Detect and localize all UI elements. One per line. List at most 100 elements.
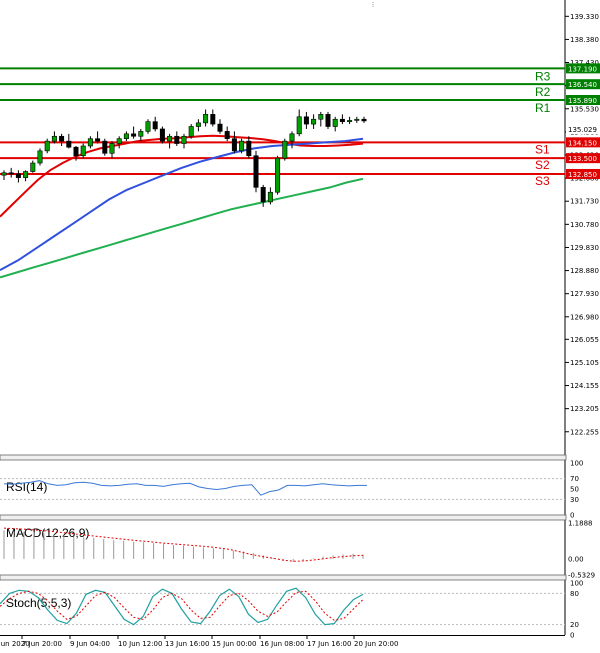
candle-bull — [138, 131, 144, 137]
panel-separator — [0, 454, 567, 461]
level-tag-r2 — [566, 79, 600, 90]
stoch-tick-label: 100 — [570, 580, 583, 588]
level-name-r1: R1 — [535, 101, 551, 115]
rsi-tick-label: 100 — [570, 460, 583, 468]
candle-bull — [239, 140, 245, 152]
candle — [282, 138, 288, 161]
candle — [188, 124, 194, 139]
level-tag-s3 — [566, 168, 600, 179]
candle — [102, 138, 108, 156]
candle-bull — [267, 191, 273, 203]
candle-bear — [95, 138, 101, 142]
candle-bull — [116, 138, 122, 144]
candle-bear — [152, 121, 158, 130]
ma-line-medium — [0, 137, 364, 271]
candle-bull — [30, 162, 36, 172]
candle-bull — [37, 150, 43, 164]
time-tick-label: 6 Jun 2020 — [0, 640, 30, 648]
candle — [354, 116, 360, 123]
candle — [23, 170, 29, 182]
stoch-d-line — [0, 590, 364, 621]
candle-bull — [181, 135, 187, 144]
macd-tick-label: 1.1888 — [568, 520, 593, 528]
price-tick-label: 124.155 — [570, 382, 599, 390]
stoch-tick-label: 20 — [570, 621, 579, 629]
level-tag-r3 — [566, 63, 600, 74]
level-tag-label: 135.890 — [568, 97, 597, 105]
stoch-k-line — [0, 587, 364, 626]
candle-bull — [87, 138, 93, 147]
candle-bull — [347, 120, 353, 122]
candle-bull — [332, 118, 338, 127]
candle — [332, 116, 338, 132]
price-tick-label: 122.255 — [570, 428, 599, 436]
candle — [296, 109, 302, 137]
candle — [152, 116, 158, 132]
candle — [339, 114, 345, 125]
rsi-tick-label: 50 — [570, 486, 579, 494]
ma-line-long — [0, 177, 364, 279]
candle — [80, 143, 86, 159]
candle-bear — [8, 172, 14, 175]
panel-separator — [0, 514, 567, 521]
candle — [95, 131, 101, 144]
candle — [87, 136, 93, 149]
time-tick-label: 9 Jun 04:00 — [70, 640, 110, 648]
candle-bear — [260, 187, 266, 203]
panel-separator — [0, 574, 567, 581]
candle — [246, 136, 252, 159]
candle-bear — [73, 146, 79, 157]
time-tick-label: 15 Jun 00:00 — [212, 640, 256, 648]
price-tick-label: 125.105 — [570, 359, 599, 367]
candle-bull — [23, 171, 29, 178]
candle-bull — [354, 118, 360, 121]
candle-bull — [203, 114, 209, 124]
stoch-title: Stoch(5,5,3) — [6, 596, 71, 610]
price-tick-label: 126.980 — [570, 313, 599, 321]
price-tick-label: 129.830 — [570, 244, 599, 252]
time-tick-label: 17 Jun 16:00 — [307, 640, 351, 648]
candle — [195, 119, 201, 132]
level-name-r2: R2 — [535, 85, 551, 99]
candle-bear — [66, 140, 72, 148]
candle-bear — [361, 118, 367, 122]
candle-bull — [123, 133, 129, 139]
rsi-title: RSI(14) — [6, 480, 47, 494]
candle-bull — [296, 116, 302, 135]
rsi-panel: RSI(14) 100 70 50 30 0 — [0, 460, 583, 520]
rsi-tick-label: 0 — [570, 512, 574, 520]
level-tag-label: 136.540 — [568, 81, 597, 89]
candle — [217, 119, 223, 134]
candle — [311, 114, 317, 129]
candle-bear — [231, 138, 237, 152]
candle-bull — [167, 135, 173, 142]
candle — [210, 109, 216, 127]
candle — [44, 138, 50, 154]
candle-bear — [325, 114, 331, 127]
candle-bear — [131, 133, 137, 137]
candle-bear — [253, 155, 259, 188]
candle — [51, 131, 57, 144]
candle — [123, 131, 129, 142]
macd-title: MACD(12,26,9) — [6, 526, 89, 540]
current-price: 135.029 — [566, 124, 600, 134]
candle-bull — [145, 121, 151, 132]
candle — [325, 111, 331, 129]
price-tick-label: 127.930 — [570, 290, 599, 298]
stochastic-panel: Stoch(5,5,3) 100 80 20 0 — [0, 580, 583, 640]
rsi-tick-label: 70 — [570, 475, 579, 483]
candle-bear — [15, 173, 21, 178]
candle — [145, 119, 151, 134]
level-tag-s1 — [566, 137, 600, 148]
candle-bull — [109, 143, 115, 154]
candle — [253, 150, 259, 193]
time-tick-label: 13 Jun 16:00 — [165, 640, 209, 648]
price-tick-label: 138.380 — [570, 36, 599, 44]
stoch-tick-label: 0 — [570, 632, 574, 640]
stoch-tick-label: 80 — [570, 590, 579, 598]
candle — [174, 131, 180, 146]
time-tick-label: 7 Jun 20:00 — [22, 640, 62, 648]
